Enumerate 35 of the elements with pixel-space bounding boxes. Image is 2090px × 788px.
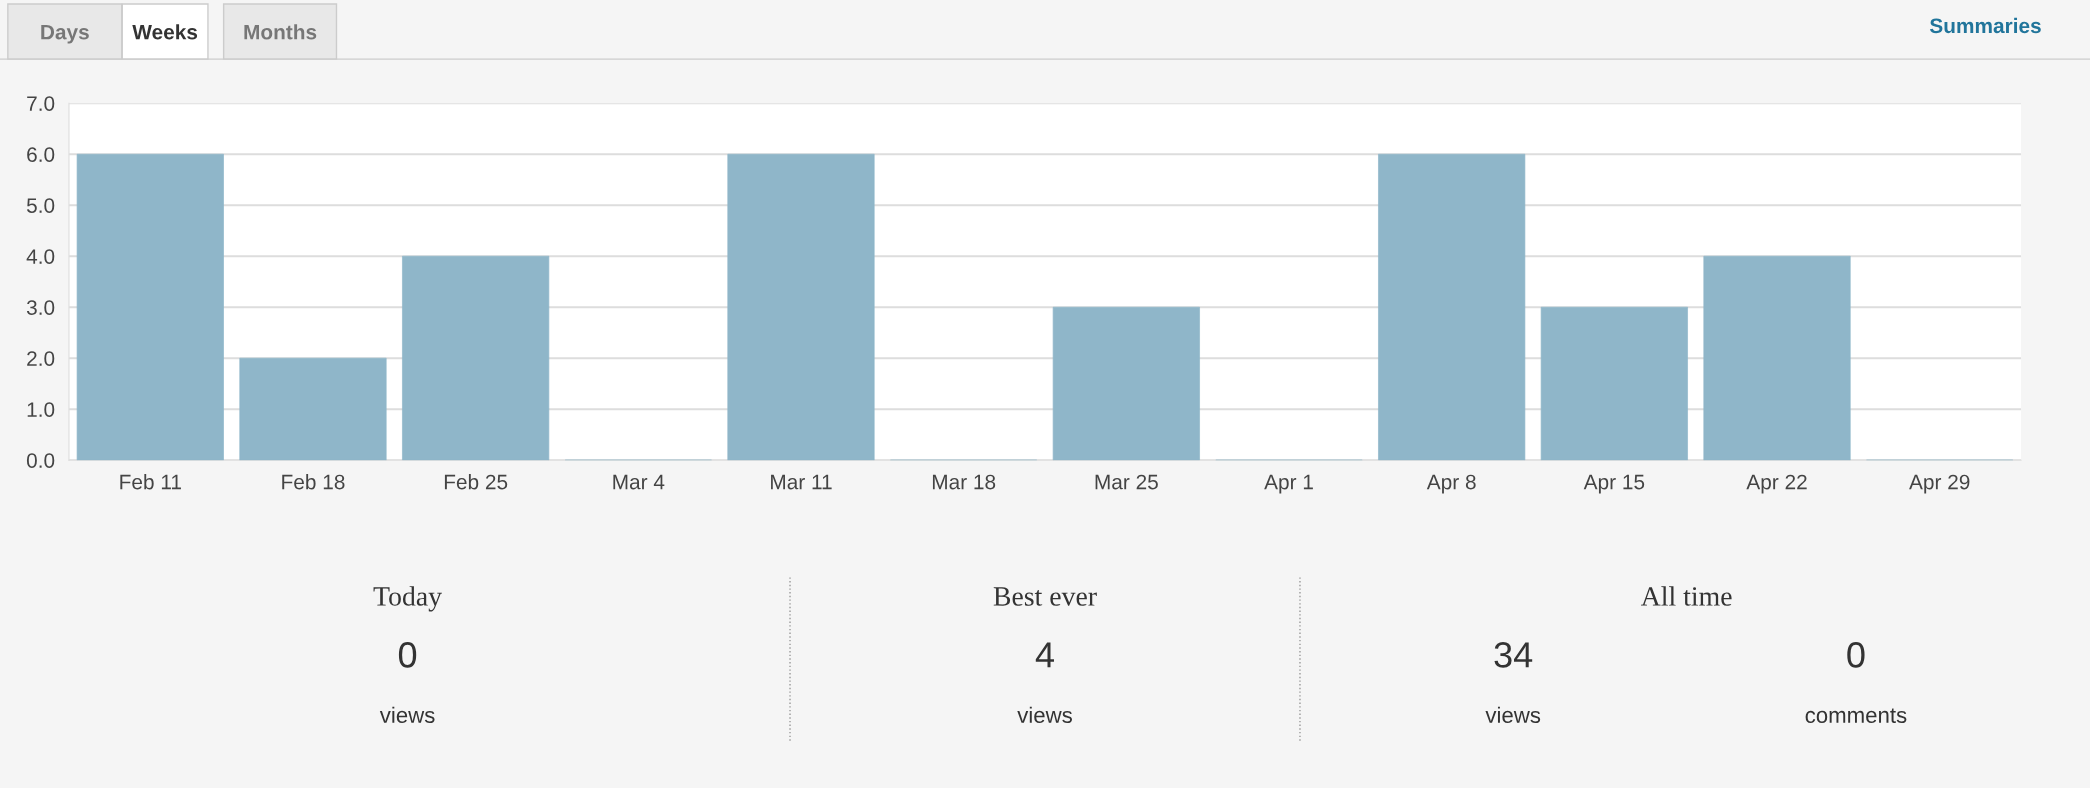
text: 4 [1035,642,1054,668]
x-tick-label: Feb 18 [282,474,345,490]
y-tick-label: 5.0 [26,198,55,213]
text: Weeks [132,24,198,40]
x-tick-label: Apr 1 [1264,474,1313,494]
x-tick-label: Mar 25 [1095,474,1158,490]
y-tick-label: 6.0 [27,147,55,162]
text: views [1017,706,1072,724]
x-tick-label: Mar 11 [771,474,832,490]
text: Today [373,586,442,612]
text: 34 [1494,642,1533,668]
x-tick-label: Feb 11 [120,474,181,490]
text: views [379,706,435,724]
x-tick-label: Apr 22 [1746,474,1807,494]
text: Days [41,24,89,44]
y-tick-label: 4.0 [26,249,55,264]
x-tick-label: Apr 15 [1583,474,1645,494]
y-tick-label: 7.0 [27,96,55,111]
x-tick-label: Apr 29 [1909,474,1970,494]
text: Best ever [993,587,1097,606]
x-tick-label: Feb 25 [444,474,508,490]
x-tick-label: Mar 18 [932,474,996,490]
text: 0 [398,642,417,668]
text: All time [1641,586,1732,606]
x-tick-label: Apr 8 [1426,474,1476,494]
text: 0 [1847,642,1865,668]
text: comments [1805,708,1907,724]
text: Summaries [1929,17,2041,34]
y-tick-label: 1.0 [27,402,55,417]
y-tick-label: 2.0 [27,351,55,366]
y-tick-label: 0.0 [26,453,55,468]
x-tick-label: Mar 4 [613,474,665,490]
text: Months [244,24,317,40]
text: views [1485,706,1541,724]
y-tick-label: 3.0 [26,300,55,315]
